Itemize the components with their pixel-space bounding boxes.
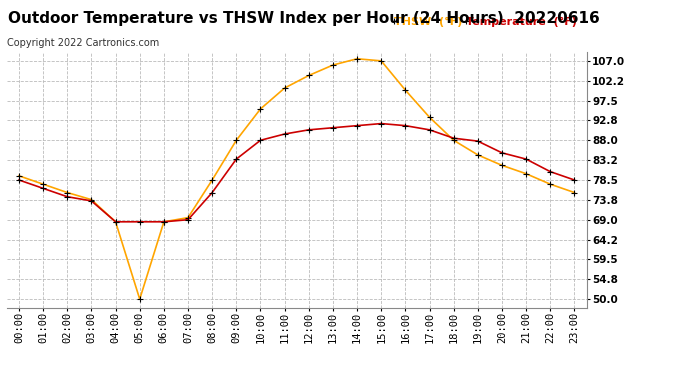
Legend: THSW  (°F), Temperature  (°F): THSW (°F), Temperature (°F) — [389, 12, 581, 31]
Temperature  (°F) — [87, 199, 95, 203]
THSW  (°F) — [280, 86, 288, 90]
THSW  (°F) — [87, 197, 95, 202]
Temperature  (°F) — [329, 126, 337, 130]
Temperature  (°F) — [257, 138, 265, 142]
THSW  (°F) — [473, 153, 482, 157]
Temperature  (°F) — [111, 219, 120, 224]
Temperature  (°F) — [546, 170, 555, 174]
THSW  (°F) — [450, 138, 458, 142]
Temperature  (°F) — [450, 136, 458, 141]
Temperature  (°F) — [15, 178, 23, 182]
THSW  (°F) — [402, 88, 410, 92]
Temperature  (°F) — [473, 139, 482, 143]
THSW  (°F) — [304, 73, 313, 78]
Temperature  (°F) — [522, 157, 530, 161]
THSW  (°F) — [63, 190, 72, 195]
Temperature  (°F) — [498, 151, 506, 155]
Line: Temperature  (°F): Temperature (°F) — [15, 120, 578, 225]
THSW  (°F) — [159, 219, 168, 224]
THSW  (°F) — [329, 63, 337, 67]
Temperature  (°F) — [280, 132, 288, 136]
THSW  (°F) — [15, 174, 23, 178]
THSW  (°F) — [425, 115, 433, 120]
Line: THSW  (°F): THSW (°F) — [15, 55, 578, 303]
THSW  (°F) — [111, 219, 120, 224]
Temperature  (°F) — [39, 186, 47, 190]
Temperature  (°F) — [232, 157, 240, 161]
THSW  (°F) — [232, 138, 240, 142]
Text: Outdoor Temperature vs THSW Index per Hour (24 Hours)  20220616: Outdoor Temperature vs THSW Index per Ho… — [8, 11, 600, 26]
THSW  (°F) — [184, 215, 192, 220]
Temperature  (°F) — [353, 123, 362, 128]
THSW  (°F) — [377, 58, 385, 63]
Text: Copyright 2022 Cartronics.com: Copyright 2022 Cartronics.com — [7, 38, 159, 48]
Temperature  (°F) — [377, 122, 385, 126]
THSW  (°F) — [546, 182, 555, 186]
Temperature  (°F) — [135, 219, 144, 224]
Temperature  (°F) — [63, 195, 72, 199]
THSW  (°F) — [208, 178, 217, 182]
THSW  (°F) — [353, 57, 362, 61]
Temperature  (°F) — [425, 128, 433, 132]
Temperature  (°F) — [184, 217, 192, 222]
THSW  (°F) — [522, 171, 530, 176]
Temperature  (°F) — [208, 190, 217, 195]
Temperature  (°F) — [402, 123, 410, 128]
THSW  (°F) — [570, 190, 578, 195]
THSW  (°F) — [39, 182, 47, 186]
Temperature  (°F) — [304, 128, 313, 132]
Temperature  (°F) — [159, 219, 168, 224]
THSW  (°F) — [135, 297, 144, 302]
THSW  (°F) — [498, 163, 506, 168]
Temperature  (°F) — [570, 178, 578, 182]
THSW  (°F) — [257, 106, 265, 111]
